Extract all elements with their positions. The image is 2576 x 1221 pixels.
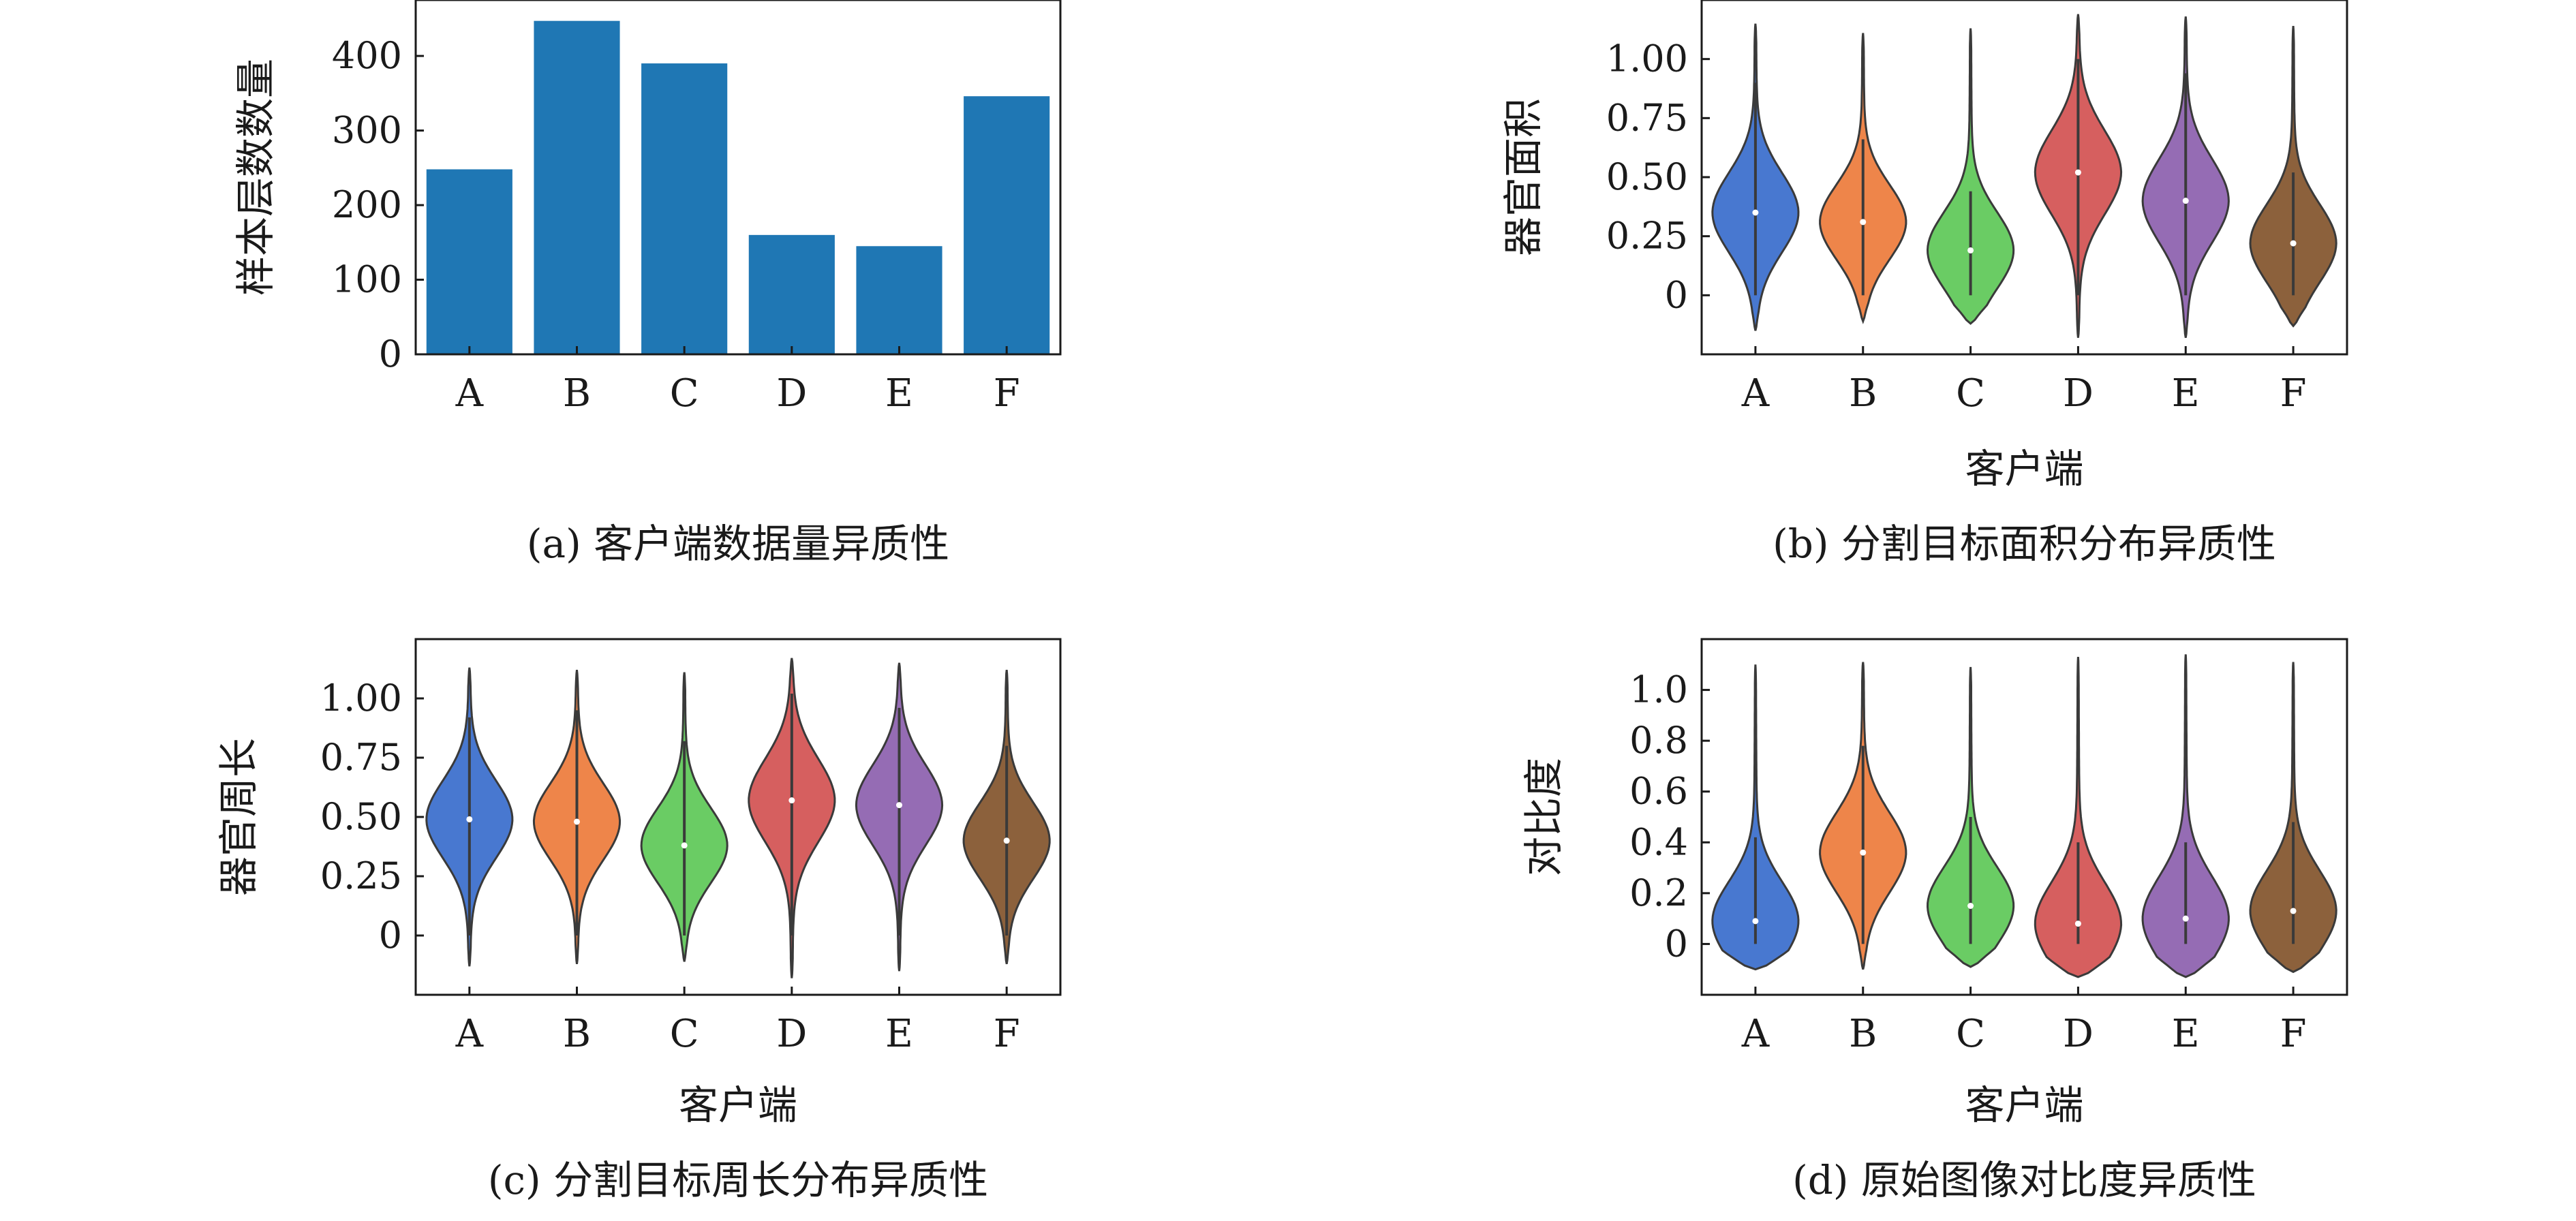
bar-F — [964, 96, 1050, 354]
chart-panel-d: 0 0.2 0.4 0.6 0.8 1.0 A B C D E F 客户端 对比度 (d) 原始图像对比度异… — [1520, 638, 2348, 1203]
ytick-label: 100 — [332, 258, 402, 301]
median-C — [1967, 903, 1974, 909]
xtick-label: C — [670, 371, 699, 416]
panel-caption: (d) 原始图像对比度异质性 — [1792, 1157, 2256, 1203]
ytick-label: 400 — [332, 34, 402, 77]
ytick-label: 0 — [1665, 273, 1688, 316]
xtick-label: C — [1956, 371, 1985, 416]
xtick-label: A — [455, 371, 484, 416]
xtick-label: A — [1741, 371, 1770, 416]
median-A — [1752, 918, 1759, 925]
panel-caption: (b) 分割目标面积分布异质性 — [1773, 521, 2276, 567]
median-E — [2182, 915, 2189, 922]
ytick-label: 0.50 — [1606, 155, 1688, 198]
median-C — [681, 842, 688, 849]
violin-D — [2034, 656, 2123, 978]
xtick-label: C — [670, 1012, 699, 1056]
xtick-label: F — [994, 371, 1020, 416]
ytick-label: 0 — [379, 914, 402, 957]
xtick-label: F — [2280, 1012, 2307, 1056]
ytick-label: 0.75 — [1606, 96, 1688, 139]
xtick-label: E — [885, 1012, 913, 1056]
xtick-label: B — [563, 1012, 591, 1056]
ytick-label: 1.00 — [1606, 37, 1688, 80]
x-axis-label: 客户端 — [1965, 446, 2083, 492]
violin-E — [2141, 654, 2230, 978]
ytick-label: 0 — [1665, 922, 1688, 965]
xtick-label: E — [2172, 371, 2200, 416]
panel-caption: (a) 客户端数据量异质性 — [527, 521, 949, 567]
ytick-label: 0.8 — [1629, 719, 1688, 762]
xtick-label: B — [563, 371, 591, 416]
median-D — [2074, 169, 2081, 176]
median-C — [1967, 247, 1974, 253]
median-F — [1003, 837, 1010, 844]
median-B — [1860, 219, 1867, 226]
chart-panel-a: 0 100 200 300 400 A B C D E F 样本层数数量 (a) 客户端数据量异质性 — [232, 0, 1062, 567]
y-axis-label: 器官面积 — [1500, 98, 1546, 256]
ytick-label: 0.6 — [1629, 770, 1688, 813]
xtick-label: E — [2172, 1012, 2200, 1056]
bar-B — [534, 20, 620, 355]
median-D — [2074, 921, 2081, 927]
xtick-label: E — [885, 371, 913, 416]
ytick-label: 0.2 — [1629, 871, 1688, 914]
median-B — [574, 818, 580, 825]
xtick-label: D — [2063, 371, 2094, 416]
median-F — [2290, 908, 2297, 914]
ytick-label: 0.50 — [320, 795, 402, 838]
median-D — [788, 797, 795, 804]
x-axis-label: 客户端 — [1965, 1082, 2083, 1128]
axes-frame — [414, 0, 1062, 356]
xtick-label: B — [1849, 1012, 1877, 1056]
xtick-label: A — [1741, 1012, 1770, 1056]
ytick-label: 0.25 — [320, 854, 402, 897]
xtick-label: D — [776, 1012, 807, 1056]
bar-A — [426, 169, 512, 355]
chart-panel-c: 0 0.25 0.50 0.75 1.00 A B C D E F 客户端 器官周长 (c) 分割目标周长… — [215, 638, 1062, 1203]
ytick-label: 0 — [379, 333, 402, 375]
ytick-label: 0.4 — [1629, 820, 1688, 863]
violin-A — [1711, 664, 1800, 971]
panel-caption: (c) 分割目标周长分布异质性 — [488, 1157, 988, 1203]
bar-E — [856, 246, 942, 354]
median-E — [2182, 198, 2189, 204]
ytick-label: 0.25 — [1606, 215, 1688, 258]
xtick-label: D — [776, 371, 807, 416]
axes-frame — [1700, 0, 2348, 356]
chart-panel-b: 0 0.25 0.50 0.75 1.00 A B C D E F 客户端 器官面积 (b) 分割目标面积… — [1500, 0, 2348, 567]
xtick-label: B — [1849, 371, 1877, 416]
median-E — [896, 802, 902, 809]
xtick-label: F — [2280, 371, 2307, 416]
violin-F — [2249, 662, 2337, 974]
y-axis-label: 对比度 — [1520, 758, 1567, 876]
median-B — [1860, 849, 1867, 856]
x-axis-label: 客户端 — [679, 1082, 797, 1128]
xtick-label: F — [994, 1012, 1020, 1056]
median-A — [466, 816, 473, 822]
violin-C — [1926, 28, 2015, 325]
xtick-label: D — [2063, 1012, 2094, 1056]
xtick-label: A — [455, 1012, 484, 1056]
y-axis-label: 器官周长 — [215, 738, 262, 896]
y-axis-label: 样本层数数量 — [232, 59, 279, 296]
axes-frame — [1700, 638, 2348, 996]
median-F — [2290, 240, 2297, 247]
ytick-label: 1.00 — [320, 677, 402, 720]
ytick-label: 200 — [332, 183, 402, 226]
ytick-label: 300 — [332, 109, 402, 152]
xtick-label: C — [1956, 1012, 1985, 1056]
bar-C — [641, 63, 728, 354]
bar-D — [748, 234, 835, 354]
ytick-label: 0.75 — [320, 736, 402, 779]
ytick-label: 1.0 — [1629, 668, 1688, 711]
median-A — [1752, 209, 1759, 216]
